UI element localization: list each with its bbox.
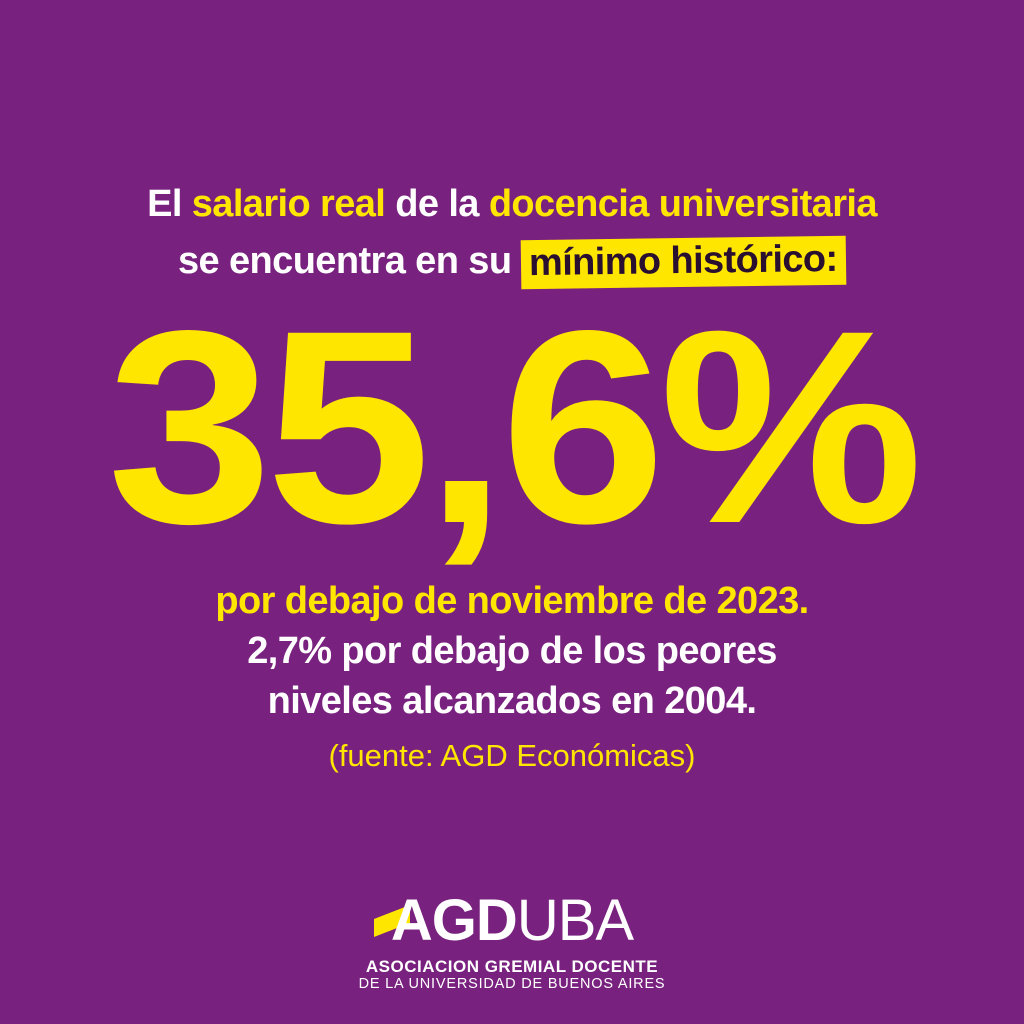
statement: 2,7% por debajo de los peores <box>247 630 777 672</box>
headline-line: se encuentra en su mínimo histórico: <box>0 235 1024 290</box>
headline-emphasis: docencia universitaria <box>488 183 878 225</box>
logo-mark <box>374 905 410 937</box>
headline-emphasis: salario real <box>191 183 386 225</box>
statement: niveles alcanzados en 2004. <box>267 680 757 722</box>
statement: por debajo de noviembre de 2023. <box>215 580 809 622</box>
headline-text: de la <box>395 183 479 225</box>
logo-subtitle: ASOCIACION GREMIAL DOCENTE <box>365 957 659 976</box>
big-figure: 35,6% <box>107 274 923 581</box>
headline-text: El <box>147 183 182 225</box>
logo-slash <box>374 905 410 937</box>
logo-primary: AGD <box>390 888 518 953</box>
headline-text: se encuentra en su <box>177 240 512 282</box>
logo-subtitle: DE LA UNIVERSIDAD DE BUENOS AIRES <box>358 976 666 992</box>
headline-line: El salario real de la docencia universit… <box>0 183 1024 226</box>
logo: AGDUBA <box>0 892 1024 950</box>
source: (fuente: AGD Económicas) <box>328 738 696 773</box>
logo-secondary: UBA <box>516 888 634 953</box>
